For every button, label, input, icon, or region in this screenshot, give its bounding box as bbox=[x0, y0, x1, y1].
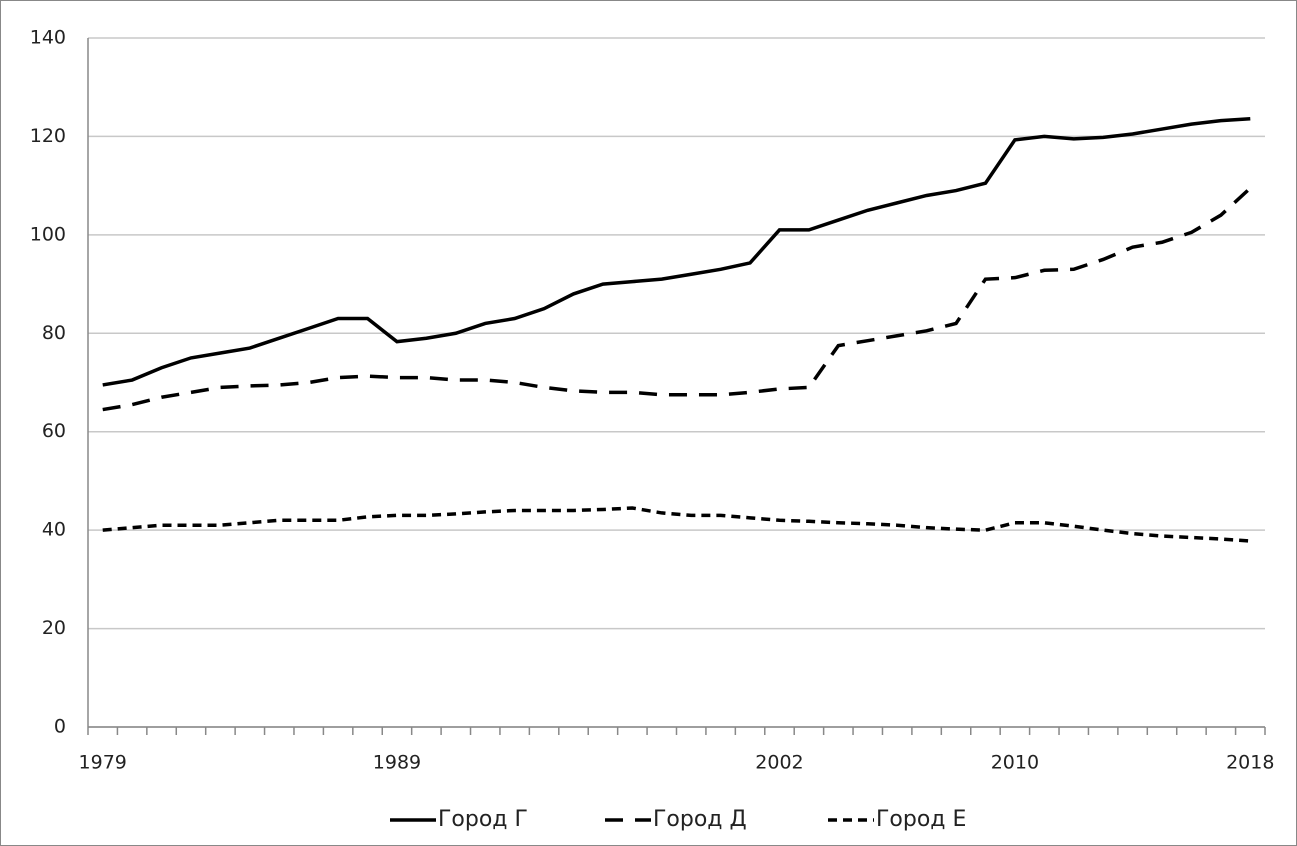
y-tick-label: 80 bbox=[42, 322, 66, 344]
y-tick-label: 140 bbox=[30, 27, 66, 49]
y-tick-label: 60 bbox=[42, 420, 66, 442]
legend-label: Город Д bbox=[653, 807, 747, 832]
x-tick-label: 2010 bbox=[991, 752, 1039, 774]
x-tick-label: 1979 bbox=[79, 752, 127, 774]
y-tick-label: 100 bbox=[30, 223, 66, 245]
y-tick-label: 120 bbox=[30, 125, 66, 147]
legend-label: Город Г bbox=[438, 807, 528, 832]
data-line bbox=[102, 506, 1251, 543]
data-line bbox=[102, 186, 1252, 412]
data-line bbox=[102, 116, 1251, 387]
y-tick-label: 0 bbox=[54, 716, 66, 738]
y-tick-label: 40 bbox=[42, 519, 66, 541]
x-tick-label: 2002 bbox=[755, 752, 803, 774]
y-tick-label: 20 bbox=[42, 617, 66, 639]
x-tick-label: 2018 bbox=[1226, 752, 1274, 774]
x-tick-label: 1989 bbox=[373, 752, 421, 774]
legend-label: Город Е bbox=[876, 807, 966, 832]
